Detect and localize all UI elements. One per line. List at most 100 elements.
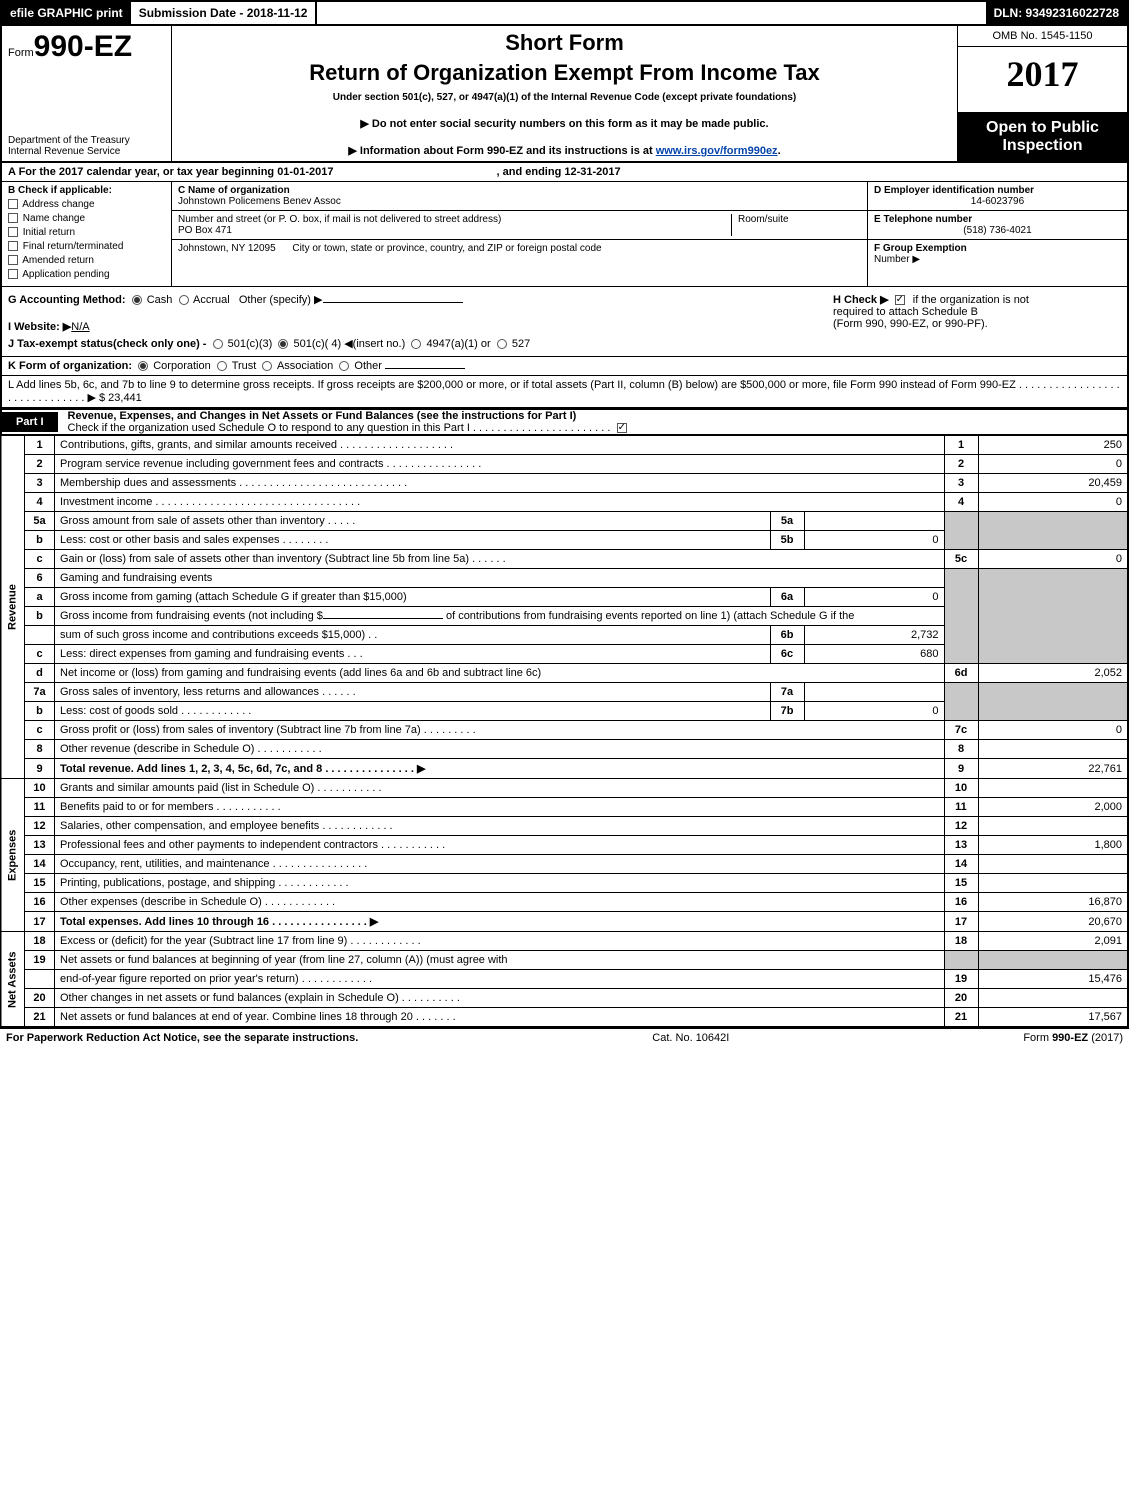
line-k: K Form of organization: Corporation Trus… [0, 357, 1129, 376]
chk-address-change[interactable] [8, 199, 18, 209]
j-4947: 4947(a)(1) or [426, 338, 490, 350]
radio-corporation[interactable] [138, 361, 148, 371]
desc-19a: Net assets or fund balances at beginning… [55, 951, 945, 970]
chk-amended-return[interactable] [8, 255, 18, 265]
note-ssn: ▶ Do not enter social security numbers o… [180, 117, 949, 130]
h-text2: required to attach Schedule B [833, 306, 978, 318]
note-info: ▶ Information about Form 990-EZ and its … [180, 144, 949, 157]
spacer [317, 2, 985, 24]
grey-19-amt [978, 951, 1128, 970]
chk-final-return[interactable] [8, 241, 18, 251]
d-block: D Employer identification number 14-6023… [868, 182, 1127, 211]
line-21: 21 Net assets or fund balances at end of… [1, 1008, 1128, 1027]
chk-initial-return[interactable] [8, 227, 18, 237]
form-header: Form990-EZ Department of the Treasury In… [0, 26, 1129, 163]
irs-link[interactable]: www.irs.gov/form990ez [656, 145, 778, 157]
desc-13: Professional fees and other payments to … [55, 836, 945, 855]
chk-application-pending[interactable] [8, 269, 18, 279]
addr: PO Box 471 [178, 225, 232, 236]
phone: (518) 736-4021 [874, 225, 1121, 236]
grey-6 [944, 569, 978, 664]
no-8: 8 [25, 740, 55, 759]
no-3: 3 [25, 474, 55, 493]
chk-name-change[interactable] [8, 213, 18, 223]
amt-10 [978, 779, 1128, 798]
no-6a: a [25, 588, 55, 607]
line-5c: c Gain or (loss) from sale of assets oth… [1, 550, 1128, 569]
website-label: I Website: ▶ [8, 321, 71, 333]
no-13: 13 [25, 836, 55, 855]
opt-address-change: Address change [22, 199, 94, 210]
sub-6a: 6a [770, 588, 804, 607]
no-5a: 5a [25, 512, 55, 531]
amt-8 [978, 740, 1128, 759]
k-corp: Corporation [153, 360, 210, 372]
amt-19: 15,476 [978, 970, 1128, 989]
section-c: C Name of organization Johnstown Policem… [172, 182, 867, 286]
line-4: 4 Investment income . . . . . . . . . . … [1, 493, 1128, 512]
grey-5 [944, 512, 978, 550]
other-specify-line[interactable] [323, 302, 463, 303]
radio-501c4[interactable] [278, 339, 288, 349]
desc-7c: Gross profit or (loss) from sales of inv… [55, 721, 945, 740]
accrual: Accrual [193, 294, 230, 306]
radio-4947[interactable] [411, 339, 421, 349]
line-2: 2 Program service revenue including gove… [1, 455, 1128, 474]
chk-h[interactable] [895, 295, 905, 305]
no-15: 15 [25, 874, 55, 893]
radio-association[interactable] [262, 361, 272, 371]
desc-21: Net assets or fund balances at end of ye… [55, 1008, 945, 1027]
line-3: 3 Membership dues and assessments . . . … [1, 474, 1128, 493]
no-6b: b [25, 607, 55, 626]
radio-other[interactable] [339, 361, 349, 371]
sub-6c: 6c [770, 645, 804, 664]
box-3: 3 [944, 474, 978, 493]
address-block: Number and street (or P. O. box, if mail… [172, 211, 867, 240]
desc-8: Other revenue (describe in Schedule O) .… [55, 740, 945, 759]
6b-blank[interactable] [323, 618, 443, 619]
desc-9: Total revenue. Add lines 1, 2, 3, 4, 5c,… [55, 759, 945, 779]
no-19: 19 [25, 951, 55, 970]
opt-amended-return: Amended return [22, 255, 94, 266]
line-1: Revenue 1 Contributions, gifts, grants, … [1, 436, 1128, 455]
no-11: 11 [25, 798, 55, 817]
section-def: D Employer identification number 14-6023… [867, 182, 1127, 286]
opt-final-return: Final return/terminated [23, 241, 124, 252]
radio-527[interactable] [497, 339, 507, 349]
no-6b2 [25, 626, 55, 645]
sidebar-revenue: Revenue [1, 436, 25, 779]
radio-cash[interactable] [132, 295, 142, 305]
amt-1: 250 [978, 436, 1128, 455]
grey-5-amt [978, 512, 1128, 550]
tax-year: 2017 [958, 47, 1127, 113]
org-name-block: C Name of organization Johnstown Policem… [172, 182, 867, 211]
box-10: 10 [944, 779, 978, 798]
no-9: 9 [25, 759, 55, 779]
amt-14 [978, 855, 1128, 874]
desc-16: Other expenses (describe in Schedule O) … [55, 893, 945, 912]
city-block: Johnstown, NY 12095 City or town, state … [172, 240, 867, 257]
no-2: 2 [25, 455, 55, 474]
header-left: Form990-EZ Department of the Treasury In… [2, 26, 172, 161]
part-1-check-text: Check if the organization used Schedule … [68, 422, 611, 434]
footer: For Paperwork Reduction Act Notice, see … [0, 1027, 1129, 1047]
desc-19b: end-of-year figure reported on prior yea… [55, 970, 945, 989]
line-19b: end-of-year figure reported on prior yea… [1, 970, 1128, 989]
radio-501c3[interactable] [213, 339, 223, 349]
radio-trust[interactable] [217, 361, 227, 371]
desc-4: Investment income . . . . . . . . . . . … [55, 493, 945, 512]
footer-right-bold: 990-EZ [1052, 1032, 1088, 1044]
submission-date: Submission Date - 2018-11-12 [131, 2, 318, 24]
cash: Cash [147, 294, 173, 306]
amt-3: 20,459 [978, 474, 1128, 493]
k-trust: Trust [232, 360, 257, 372]
no-10: 10 [25, 779, 55, 798]
radio-accrual[interactable] [179, 295, 189, 305]
j-527: 527 [512, 338, 530, 350]
k-label: K Form of organization: [8, 360, 132, 372]
k-other-line[interactable] [385, 368, 465, 369]
j-501c4: 501(c)( 4) ◀(insert no.) [293, 338, 405, 350]
part-1-header: Part I Revenue, Expenses, and Changes in… [0, 409, 1129, 435]
line-6d: d Net income or (loss) from gaming and f… [1, 664, 1128, 683]
chk-schedule-o[interactable] [617, 423, 627, 433]
